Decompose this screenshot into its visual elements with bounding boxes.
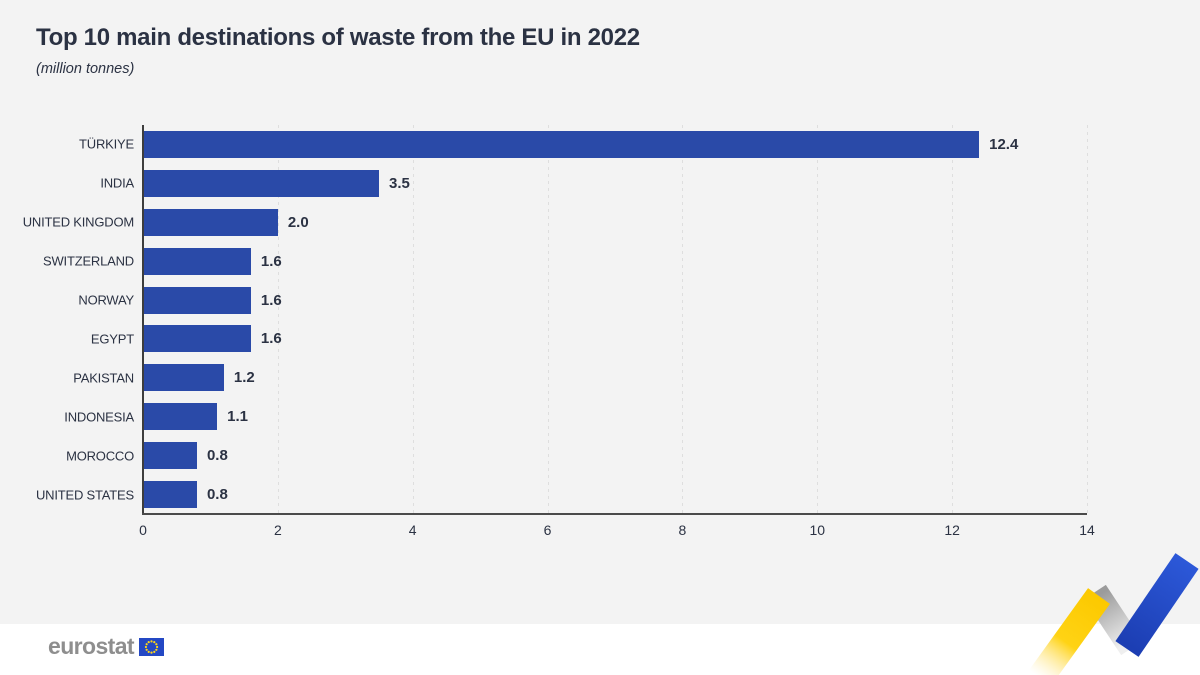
category-label: NORWAY bbox=[78, 292, 134, 308]
x-tick-label: 8 bbox=[678, 522, 687, 538]
gridline bbox=[547, 125, 549, 514]
gridline bbox=[817, 125, 819, 514]
chart-title: Top 10 main destinations of waste from t… bbox=[36, 24, 640, 51]
bar-row: TÜRKIYE 12.4 bbox=[79, 125, 1087, 164]
value-label: 1.1 bbox=[227, 408, 249, 426]
y-axis-line bbox=[142, 125, 144, 514]
bar-row: SWITZERLAND 1.6 bbox=[43, 242, 1087, 281]
bar-row: NORWAY 1.6 bbox=[78, 281, 1087, 320]
bar-row: MOROCCO 0.8 bbox=[66, 436, 1087, 475]
gridline bbox=[412, 125, 414, 514]
x-tick-label: 2 bbox=[273, 522, 282, 538]
bar bbox=[143, 403, 218, 431]
x-axis-tick-labels: 0 2 4 6 8 10 12 14 bbox=[139, 514, 1095, 544]
category-label: INDONESIA bbox=[64, 409, 134, 425]
category-label: UNITED STATES bbox=[35, 487, 134, 503]
bar bbox=[143, 169, 379, 197]
bar-chart-plot: TÜRKIYE 12.4 INDIA 3.5 UNITED KINGDOM 2.0 SWIT… bbox=[23, 125, 1095, 538]
chart-subtitle: (million tonnes) bbox=[36, 61, 135, 77]
x-tick-label: 14 bbox=[1079, 522, 1095, 538]
category-label: SWITZERLAND bbox=[43, 253, 134, 269]
swoosh-blue-band bbox=[1115, 553, 1199, 657]
value-label: 0.8 bbox=[206, 447, 228, 465]
category-label: UNITED KINGDOM bbox=[22, 214, 135, 230]
value-label: 1.6 bbox=[260, 330, 282, 348]
bar-row: INDIA 3.5 bbox=[100, 164, 1087, 203]
value-label: 2.0 bbox=[287, 213, 309, 231]
footer-band: eurostat bbox=[0, 624, 1200, 675]
gridline bbox=[277, 125, 279, 514]
gridline bbox=[1087, 125, 1088, 514]
eu-flag-icon bbox=[138, 637, 164, 656]
x-tick-label: 6 bbox=[543, 522, 552, 538]
bar bbox=[143, 442, 197, 470]
value-label: 0.8 bbox=[206, 486, 228, 504]
bar-row: UNITED STATES 0.8 bbox=[36, 475, 1087, 514]
eurostat-wordmark: eurostat bbox=[48, 633, 135, 659]
x-tick-label: 12 bbox=[944, 522, 960, 538]
category-label: MOROCCO bbox=[66, 448, 134, 464]
bar-row: UNITED KINGDOM 2.0 bbox=[23, 203, 1087, 242]
category-label: TÜRKIYE bbox=[79, 136, 134, 152]
value-label: 1.6 bbox=[260, 291, 282, 309]
bar-row: PAKISTAN 1.2 bbox=[73, 358, 1087, 397]
bar-row: EGYPT 1.6 bbox=[91, 320, 1087, 359]
bar bbox=[143, 286, 251, 314]
gridline bbox=[682, 125, 684, 514]
eurostat-logo: eurostat bbox=[48, 633, 164, 660]
bar bbox=[143, 481, 197, 509]
x-tick-label: 0 bbox=[139, 522, 147, 538]
bar bbox=[143, 364, 224, 392]
bar bbox=[143, 247, 251, 275]
value-label: 1.6 bbox=[260, 252, 282, 270]
x-axis-line bbox=[142, 513, 1087, 515]
gridline bbox=[952, 125, 954, 514]
category-label: INDIA bbox=[100, 175, 134, 191]
value-label: 12.4 bbox=[989, 135, 1019, 153]
bar-row: INDONESIA 1.1 bbox=[64, 397, 1087, 436]
bar bbox=[143, 208, 278, 236]
x-tick-label: 4 bbox=[408, 522, 417, 538]
category-label: EGYPT bbox=[90, 331, 134, 347]
gridlines-layer bbox=[143, 125, 1088, 514]
bar-rows: TÜRKIYE 12.4 INDIA 3.5 UNITED KINGDOM 2.0 SWIT… bbox=[23, 125, 1087, 514]
value-label: 3.5 bbox=[389, 174, 410, 192]
eurostat-swoosh-decoration bbox=[1029, 553, 1199, 675]
x-tick-label: 10 bbox=[809, 522, 826, 538]
bar bbox=[143, 325, 251, 353]
swoosh-yellow-band bbox=[1029, 588, 1110, 675]
category-label: PAKISTAN bbox=[73, 370, 134, 386]
value-label: 1.2 bbox=[233, 369, 255, 387]
bar bbox=[143, 130, 980, 158]
